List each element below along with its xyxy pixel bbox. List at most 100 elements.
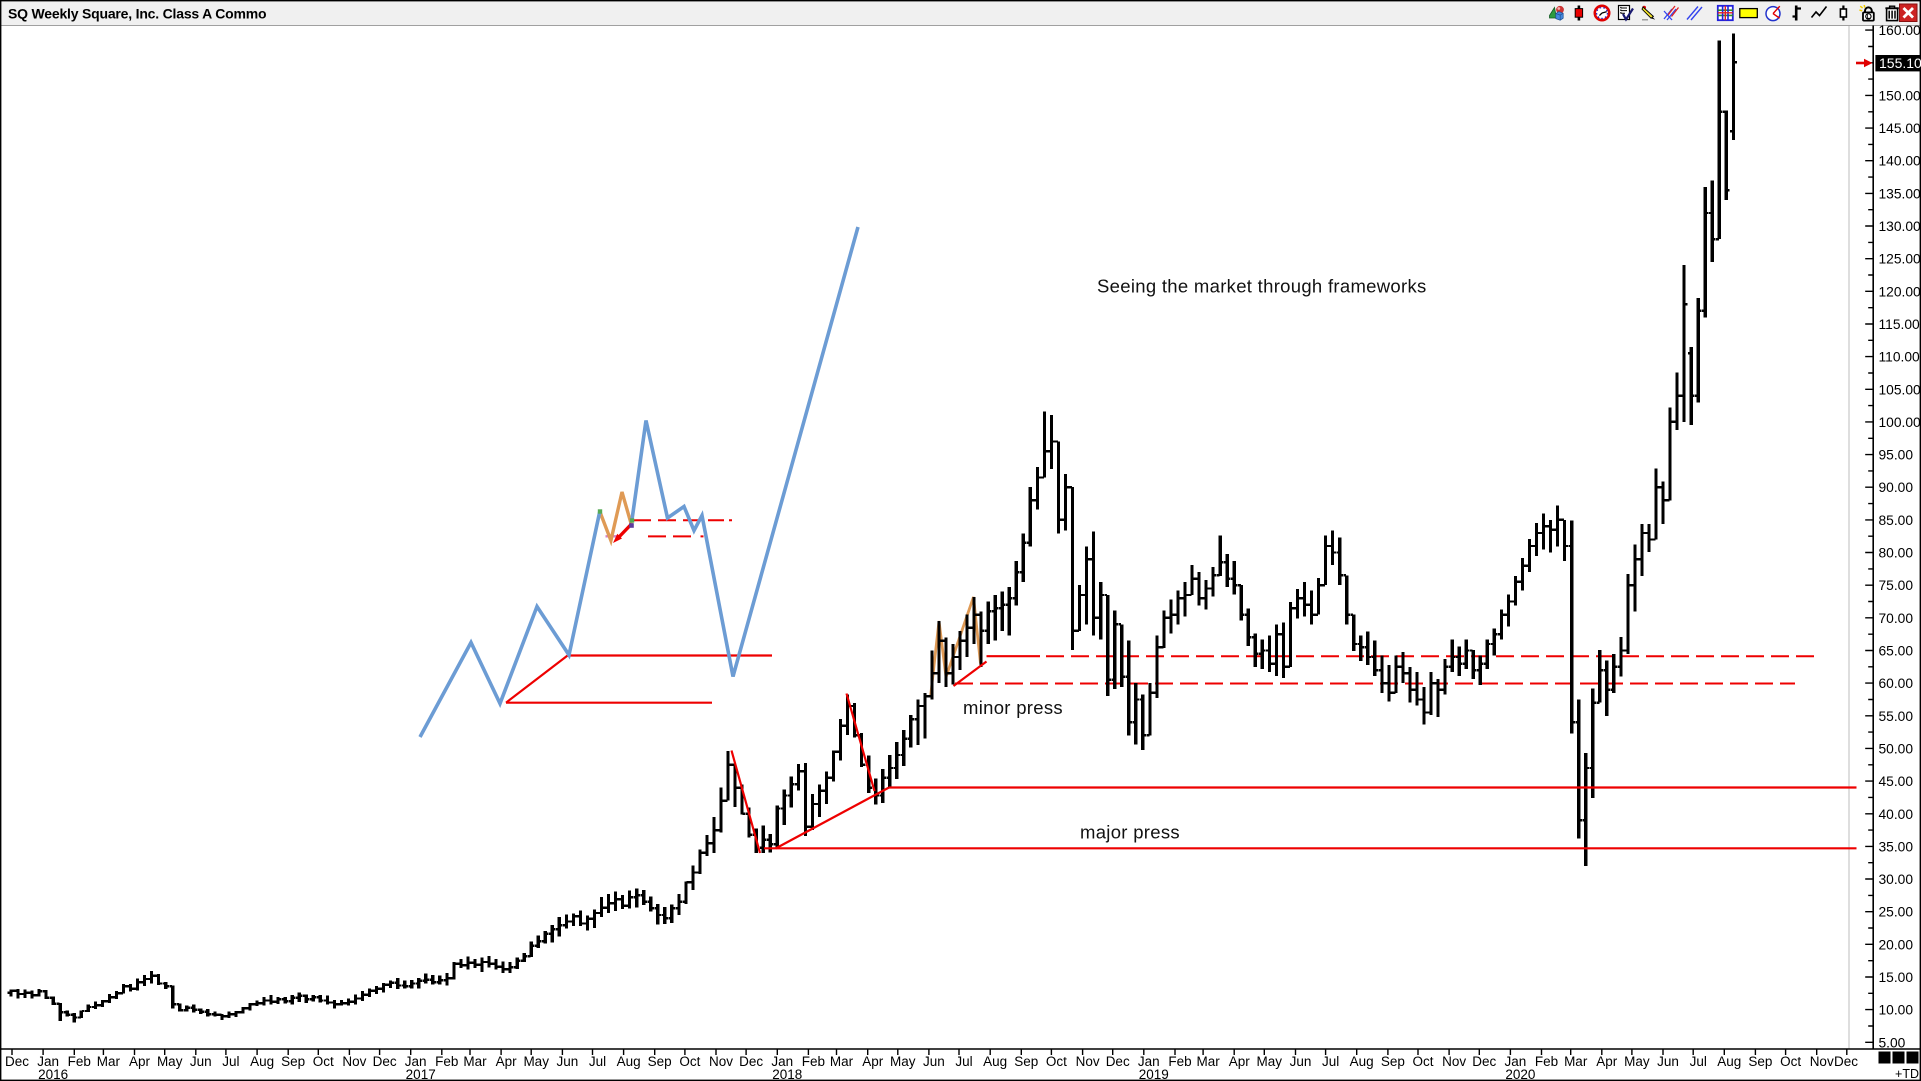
svg-text:L: L <box>1867 15 1871 21</box>
svg-text:Jan: Jan <box>771 1054 793 1069</box>
svg-text:50.00: 50.00 <box>1879 741 1914 756</box>
svg-text:May: May <box>157 1054 183 1069</box>
svg-text:major press: major press <box>1080 822 1180 843</box>
svg-text:Feb: Feb <box>435 1054 458 1069</box>
svg-text:Jan: Jan <box>37 1054 59 1069</box>
svg-text:2018: 2018 <box>772 1067 802 1081</box>
svg-text:Jul: Jul <box>589 1054 606 1069</box>
svg-text:Dec: Dec <box>1834 1054 1858 1069</box>
svg-text:15.00: 15.00 <box>1879 970 1914 985</box>
svg-text:55.00: 55.00 <box>1879 709 1914 724</box>
svg-text:Jul: Jul <box>1690 1054 1707 1069</box>
svg-text:35.00: 35.00 <box>1879 839 1914 854</box>
svg-text:110.00: 110.00 <box>1879 350 1921 365</box>
svg-text:Dec: Dec <box>5 1054 29 1069</box>
svg-text:Mar: Mar <box>1196 1054 1220 1069</box>
svg-text:Nov: Nov <box>1810 1054 1834 1069</box>
svg-text:Nov: Nov <box>342 1054 366 1069</box>
svg-text:Oct: Oct <box>313 1054 334 1069</box>
svg-text:60.00: 60.00 <box>1879 676 1914 691</box>
svg-text:65.00: 65.00 <box>1879 644 1914 659</box>
svg-text:May: May <box>1257 1054 1283 1069</box>
svg-text:Aug: Aug <box>617 1054 641 1069</box>
svg-text:May: May <box>1624 1054 1650 1069</box>
svg-text:Mar: Mar <box>830 1054 854 1069</box>
svg-text:Dec: Dec <box>1472 1054 1496 1069</box>
svg-text:Sep: Sep <box>648 1054 672 1069</box>
svg-text:Dec: Dec <box>739 1054 763 1069</box>
svg-text:Apr: Apr <box>129 1054 151 1069</box>
svg-text:45.00: 45.00 <box>1879 774 1914 789</box>
svg-text:150.00: 150.00 <box>1879 88 1921 103</box>
svg-text:Aug: Aug <box>250 1054 274 1069</box>
svg-text:Jun: Jun <box>923 1054 945 1069</box>
svg-text:40.00: 40.00 <box>1879 807 1914 822</box>
svg-text:90.00: 90.00 <box>1879 480 1914 495</box>
svg-text:+TD: +TD <box>1895 1067 1919 1081</box>
svg-text:135.00: 135.00 <box>1879 186 1921 201</box>
svg-text:May: May <box>523 1054 549 1069</box>
svg-text:Jun: Jun <box>557 1054 579 1069</box>
svg-text:Mar: Mar <box>463 1054 487 1069</box>
svg-text:Oct: Oct <box>1780 1054 1801 1069</box>
svg-text:125.00: 125.00 <box>1879 252 1921 267</box>
svg-text:115.00: 115.00 <box>1879 317 1921 332</box>
svg-text:140.00: 140.00 <box>1879 154 1921 169</box>
svg-text:Oct: Oct <box>679 1054 700 1069</box>
svg-text:Dec: Dec <box>373 1054 397 1069</box>
svg-text:85.00: 85.00 <box>1879 513 1914 528</box>
svg-text:Sep: Sep <box>1014 1054 1038 1069</box>
svg-text:145.00: 145.00 <box>1879 121 1921 136</box>
svg-text:Apr: Apr <box>1596 1054 1618 1069</box>
svg-text:100.00: 100.00 <box>1879 415 1921 430</box>
svg-text:Nov: Nov <box>709 1054 733 1069</box>
svg-text:120.00: 120.00 <box>1879 284 1921 299</box>
svg-text:155.10: 155.10 <box>1879 55 1921 71</box>
svg-text:Apr: Apr <box>496 1054 518 1069</box>
svg-text:10.00: 10.00 <box>1879 1003 1914 1018</box>
svg-text:May: May <box>890 1054 916 1069</box>
svg-text:20.00: 20.00 <box>1879 937 1914 952</box>
svg-text:30.00: 30.00 <box>1879 872 1914 887</box>
svg-text:Jun: Jun <box>190 1054 212 1069</box>
svg-text:Apr: Apr <box>862 1054 884 1069</box>
svg-text:Jun: Jun <box>1290 1054 1312 1069</box>
svg-text:Mar: Mar <box>97 1054 121 1069</box>
svg-text:Jun: Jun <box>1657 1054 1679 1069</box>
svg-text:Feb: Feb <box>1535 1054 1558 1069</box>
svg-text:Sep: Sep <box>281 1054 305 1069</box>
svg-text:Jan: Jan <box>1505 1054 1527 1069</box>
svg-text:Oct: Oct <box>1412 1054 1433 1069</box>
svg-text:70.00: 70.00 <box>1879 611 1914 626</box>
svg-text:Aug: Aug <box>983 1054 1007 1069</box>
svg-text:Dec: Dec <box>1106 1054 1130 1069</box>
svg-text:Sep: Sep <box>1748 1054 1772 1069</box>
svg-text:Jan: Jan <box>405 1054 427 1069</box>
svg-text:Nov: Nov <box>1442 1054 1466 1069</box>
svg-text:Apr: Apr <box>1229 1054 1251 1069</box>
svg-text:Feb: Feb <box>1168 1054 1191 1069</box>
svg-text:Feb: Feb <box>802 1054 825 1069</box>
svg-text:2020: 2020 <box>1505 1067 1535 1081</box>
svg-text:Sep: Sep <box>1381 1054 1405 1069</box>
svg-text:2016: 2016 <box>38 1067 68 1081</box>
svg-text:Nov: Nov <box>1076 1054 1100 1069</box>
svg-text:Mar: Mar <box>1564 1054 1588 1069</box>
svg-text:Jul: Jul <box>955 1054 972 1069</box>
svg-text:105.00: 105.00 <box>1879 382 1921 397</box>
svg-text:75.00: 75.00 <box>1879 578 1914 593</box>
svg-text:160.00: 160.00 <box>1879 23 1921 38</box>
svg-text:Aug: Aug <box>1350 1054 1374 1069</box>
svg-text:80.00: 80.00 <box>1879 546 1914 561</box>
svg-text:Jul: Jul <box>222 1054 239 1069</box>
svg-text:Jul: Jul <box>1322 1054 1339 1069</box>
svg-text:Jan: Jan <box>1138 1054 1160 1069</box>
svg-text:Aug: Aug <box>1717 1054 1741 1069</box>
svg-text:minor press: minor press <box>963 697 1063 718</box>
svg-text:Oct: Oct <box>1046 1054 1067 1069</box>
svg-text:130.00: 130.00 <box>1879 219 1921 234</box>
svg-text:Feb: Feb <box>68 1054 91 1069</box>
svg-text:95.00: 95.00 <box>1879 448 1914 463</box>
svg-text:Seeing the market through fram: Seeing the market through frameworks <box>1097 276 1427 297</box>
svg-text:25.00: 25.00 <box>1879 905 1914 920</box>
